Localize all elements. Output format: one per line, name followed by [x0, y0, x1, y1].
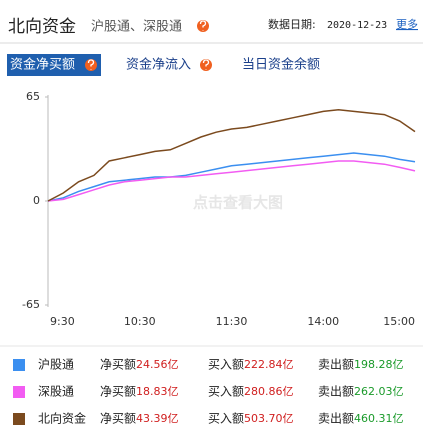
net-value: 24.56亿 — [136, 358, 179, 371]
sell-label: 卖出额 — [318, 412, 354, 426]
net-label: 净买额 — [100, 412, 136, 426]
watermark: 点击查看大图 — [193, 194, 283, 212]
legend-swatch — [13, 413, 25, 425]
sell-value: 262.03亿 — [354, 385, 404, 398]
y-tick-label: 0 — [33, 194, 40, 207]
date: 2020-12-23 — [327, 20, 387, 31]
x-tick-label: 11:30 — [216, 315, 248, 328]
sell-label: 卖出额 — [318, 385, 354, 399]
help-icon — [85, 59, 97, 71]
x-tick-label: 9:30 — [50, 315, 75, 328]
x-tick-label: 14:00 — [307, 315, 339, 328]
buy-value: 503.70亿 — [244, 412, 294, 425]
legend-name: 北向资金 — [38, 411, 86, 426]
date-label: 数据日期: — [268, 17, 316, 31]
net-label: 净买额 — [100, 358, 136, 372]
net-value: 18.83亿 — [136, 385, 179, 398]
sell-value: 460.31亿 — [354, 412, 404, 425]
legend-name: 沪股通 — [38, 358, 74, 372]
buy-label: 买入额 — [208, 385, 244, 399]
sell-value: 198.28亿 — [354, 358, 404, 371]
active-tab-bg — [7, 54, 101, 76]
buy-value: 222.84亿 — [244, 358, 294, 371]
sell-label: 卖出额 — [318, 358, 354, 372]
page-title: 北向资金 — [8, 17, 76, 37]
series-line — [47, 109, 416, 202]
tab[interactable]: 资金净买额 — [10, 57, 75, 73]
x-tick-label: 15:00 — [383, 315, 415, 328]
y-tick-label: 65 — [26, 90, 40, 103]
legend-swatch — [13, 359, 25, 371]
tab[interactable]: 资金净流入 — [126, 57, 191, 73]
tab[interactable]: 当日资金余额 — [242, 57, 320, 73]
net-value: 43.39亿 — [136, 412, 179, 425]
help-icon — [200, 59, 212, 71]
legend-swatch — [13, 386, 25, 398]
series-line — [47, 152, 416, 202]
buy-label: 买入额 — [208, 358, 244, 372]
subtitle: 沪股通、深股通 — [91, 19, 182, 35]
help-icon — [197, 20, 209, 32]
series-line — [47, 160, 416, 202]
x-tick-label: 10:30 — [124, 315, 156, 328]
more-link[interactable]: 更多 — [396, 17, 418, 31]
net-label: 净买额 — [100, 385, 136, 399]
y-tick-label: -65 — [22, 298, 40, 311]
buy-label: 买入额 — [208, 412, 244, 426]
legend-name: 深股通 — [38, 385, 74, 399]
buy-value: 280.86亿 — [244, 385, 294, 398]
